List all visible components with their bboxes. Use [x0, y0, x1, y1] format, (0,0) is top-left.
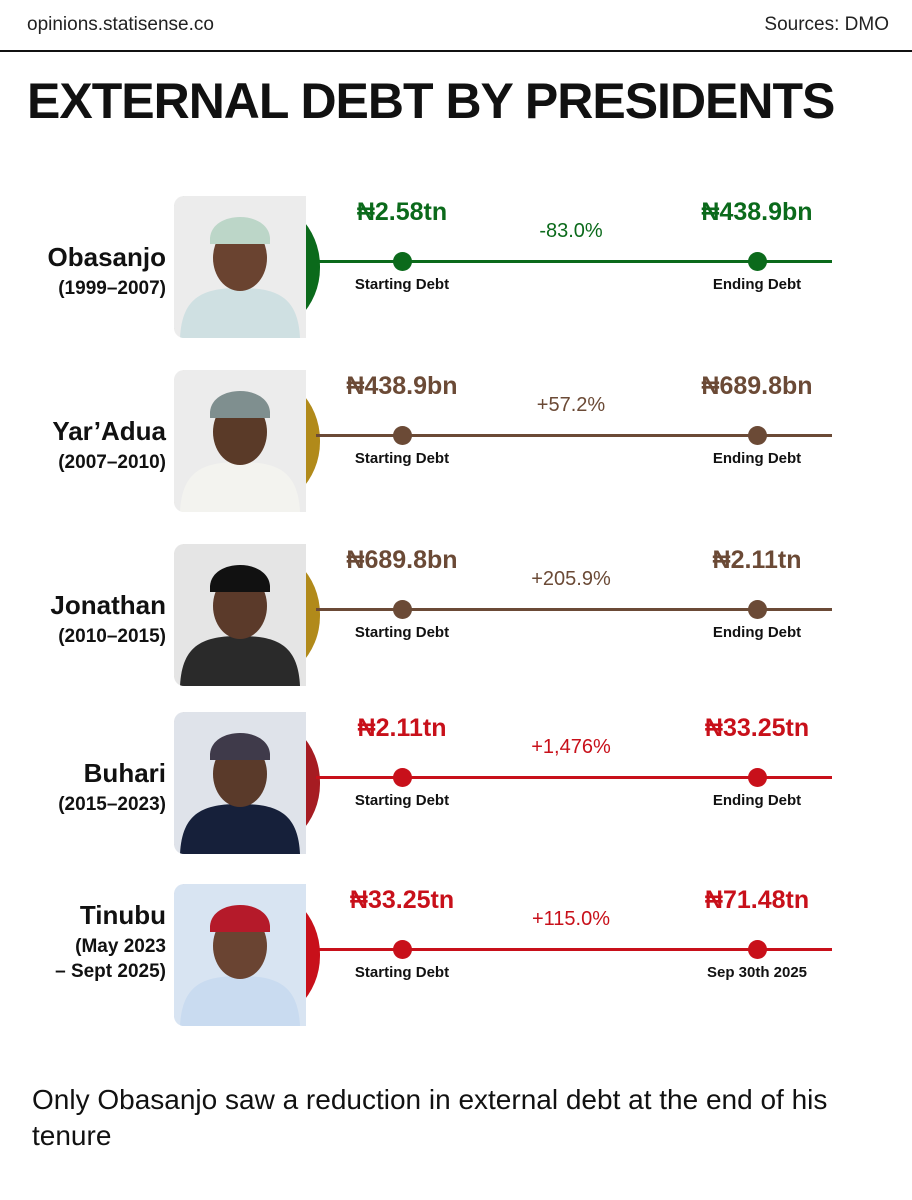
portrait-robe	[180, 288, 300, 338]
portrait-robe	[180, 636, 300, 686]
president-term: (2015–2023)	[58, 794, 166, 815]
president-photo	[174, 196, 306, 338]
president-name: Yar’Adua	[52, 416, 166, 446]
portrait-illustration	[174, 712, 306, 854]
president-row: Tinubu (May 2023 – Sept 2025) ₦33.25tn Start…	[0, 878, 912, 1028]
debt-timeline	[316, 608, 832, 611]
portrait-robe	[180, 976, 300, 1026]
end-debt-value: ₦2.11tn	[712, 546, 802, 574]
portrait-illustration	[174, 370, 306, 512]
footnote: Only Obasanjo saw a reduction in externa…	[32, 1084, 828, 1151]
top-bar: opinions.statisense.co Sources: DMO	[0, 0, 912, 52]
end-debt-marker	[747, 600, 767, 619]
president-row: Obasanjo (1999–2007) ₦2.58tn Starting Debt ₦…	[0, 190, 912, 340]
president-term: (1999–2007)	[58, 278, 166, 299]
start-debt-marker	[392, 768, 412, 787]
portrait-robe	[180, 462, 300, 512]
end-debt-marker	[747, 252, 767, 271]
end-debt-label: Ending Debt	[712, 450, 802, 467]
end-debt-value: ₦71.48tn	[704, 886, 810, 914]
portrait-illustration	[174, 544, 306, 686]
portrait-illustration	[174, 884, 306, 1026]
start-debt-value: ₦33.25tn	[349, 886, 455, 914]
start-debt-marker	[392, 600, 412, 619]
president-photo	[174, 544, 306, 686]
percent-change: -83.0%	[539, 220, 603, 242]
portrait-cap	[210, 565, 270, 592]
president-row: Jonathan (2010–2015) ₦689.8bn Starting Debt…	[0, 538, 912, 688]
portrait-robe	[180, 804, 300, 854]
portrait-cap	[210, 391, 270, 418]
end-debt-label: Sep 30th 2025	[706, 964, 808, 981]
president-term: (May 2023	[75, 936, 166, 957]
president-photo	[174, 712, 306, 854]
portrait-illustration	[174, 196, 306, 338]
president-term: – Sept 2025)	[55, 961, 166, 982]
sources-note: Sources: DMO	[764, 14, 889, 35]
president-name: Tinubu	[79, 900, 166, 930]
portrait-cap	[210, 217, 270, 244]
president-name: Obasanjo	[47, 242, 166, 272]
president-photo	[174, 884, 306, 1026]
start-debt-value: ₦2.11tn	[357, 714, 447, 742]
president-row: Yar’Adua (2007–2010) ₦438.9bn Starting Debt…	[0, 364, 912, 514]
page-title: EXTERNAL DEBT BY PRESIDENTS	[27, 73, 835, 129]
percent-change: +1,476%	[531, 736, 611, 758]
start-debt-marker	[392, 252, 412, 271]
start-debt-marker	[392, 426, 412, 445]
president-term: (2010–2015)	[58, 626, 166, 647]
start-debt-label: Starting Debt	[354, 276, 450, 293]
start-debt-value: ₦689.8bn	[346, 546, 458, 574]
end-debt-label: Ending Debt	[712, 276, 802, 293]
end-debt-label: Ending Debt	[712, 624, 802, 641]
president-name: Jonathan	[50, 590, 166, 620]
portrait-cap	[210, 733, 270, 760]
start-debt-value: ₦438.9bn	[346, 372, 458, 400]
debt-timeline	[316, 260, 832, 263]
start-debt-label: Starting Debt	[354, 964, 450, 981]
start-debt-label: Starting Debt	[354, 450, 450, 467]
start-debt-value: ₦2.58tn	[356, 198, 448, 226]
debt-timeline	[316, 776, 832, 779]
debt-timeline	[316, 948, 832, 951]
end-debt-marker	[747, 426, 767, 445]
start-debt-marker	[392, 940, 412, 959]
president-term: (2007–2010)	[58, 452, 166, 473]
percent-change: +57.2%	[536, 394, 606, 416]
site-url[interactable]: opinions.statisense.co	[27, 14, 214, 35]
end-debt-value: ₦438.9bn	[701, 198, 813, 226]
percent-change: +205.9%	[531, 568, 611, 590]
president-row: Buhari (2015–2023) ₦2.11tn Starting Debt ₦33…	[0, 706, 912, 856]
percent-change: +115.0%	[531, 908, 611, 930]
end-debt-marker	[747, 940, 767, 959]
portrait-cap	[210, 905, 270, 932]
start-debt-label: Starting Debt	[354, 792, 450, 809]
end-debt-value: ₦689.8bn	[701, 372, 813, 400]
end-debt-value: ₦33.25tn	[704, 714, 810, 742]
end-debt-marker	[747, 768, 767, 787]
president-name: Buhari	[83, 758, 166, 788]
debt-timeline	[316, 434, 832, 437]
end-debt-label: Ending Debt	[712, 792, 802, 809]
president-photo	[174, 370, 306, 512]
start-debt-label: Starting Debt	[354, 624, 450, 641]
